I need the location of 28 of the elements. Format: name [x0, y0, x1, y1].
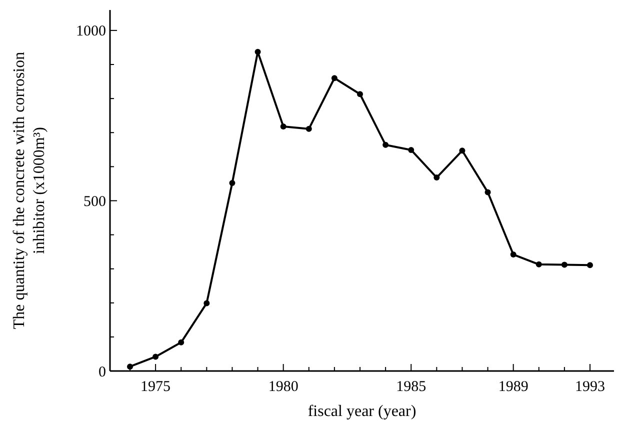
- point: [204, 300, 210, 306]
- y-tick-label: 500: [84, 194, 106, 210]
- point: [229, 180, 236, 186]
- x-tick-label: 1985: [396, 379, 426, 395]
- x-tick-label: 1980: [268, 379, 298, 395]
- y-tick-label: 1000: [76, 24, 106, 40]
- point: [561, 262, 568, 268]
- y-tick-label: 0: [98, 364, 106, 380]
- point: [408, 146, 414, 153]
- x-tick-label: 1975: [140, 379, 171, 395]
- x-tick-label: 1993: [575, 379, 605, 395]
- point: [510, 252, 516, 258]
- point: [484, 189, 491, 196]
- point: [357, 91, 363, 98]
- point: [536, 261, 542, 268]
- x-tick-label: 1989: [498, 379, 528, 395]
- point: [459, 148, 466, 154]
- point: [280, 123, 286, 130]
- point: [254, 48, 261, 55]
- point: [382, 142, 389, 148]
- y-axis-title: The quantity of the concrete with corrosion inhibitor (x1000m³): [11, 52, 48, 330]
- point: [331, 75, 338, 82]
- point: [152, 354, 159, 360]
- point: [434, 174, 440, 181]
- x-axis-title: fiscal year (year): [308, 403, 416, 420]
- point: [178, 339, 184, 346]
- point: [306, 126, 312, 132]
- point: [587, 262, 593, 268]
